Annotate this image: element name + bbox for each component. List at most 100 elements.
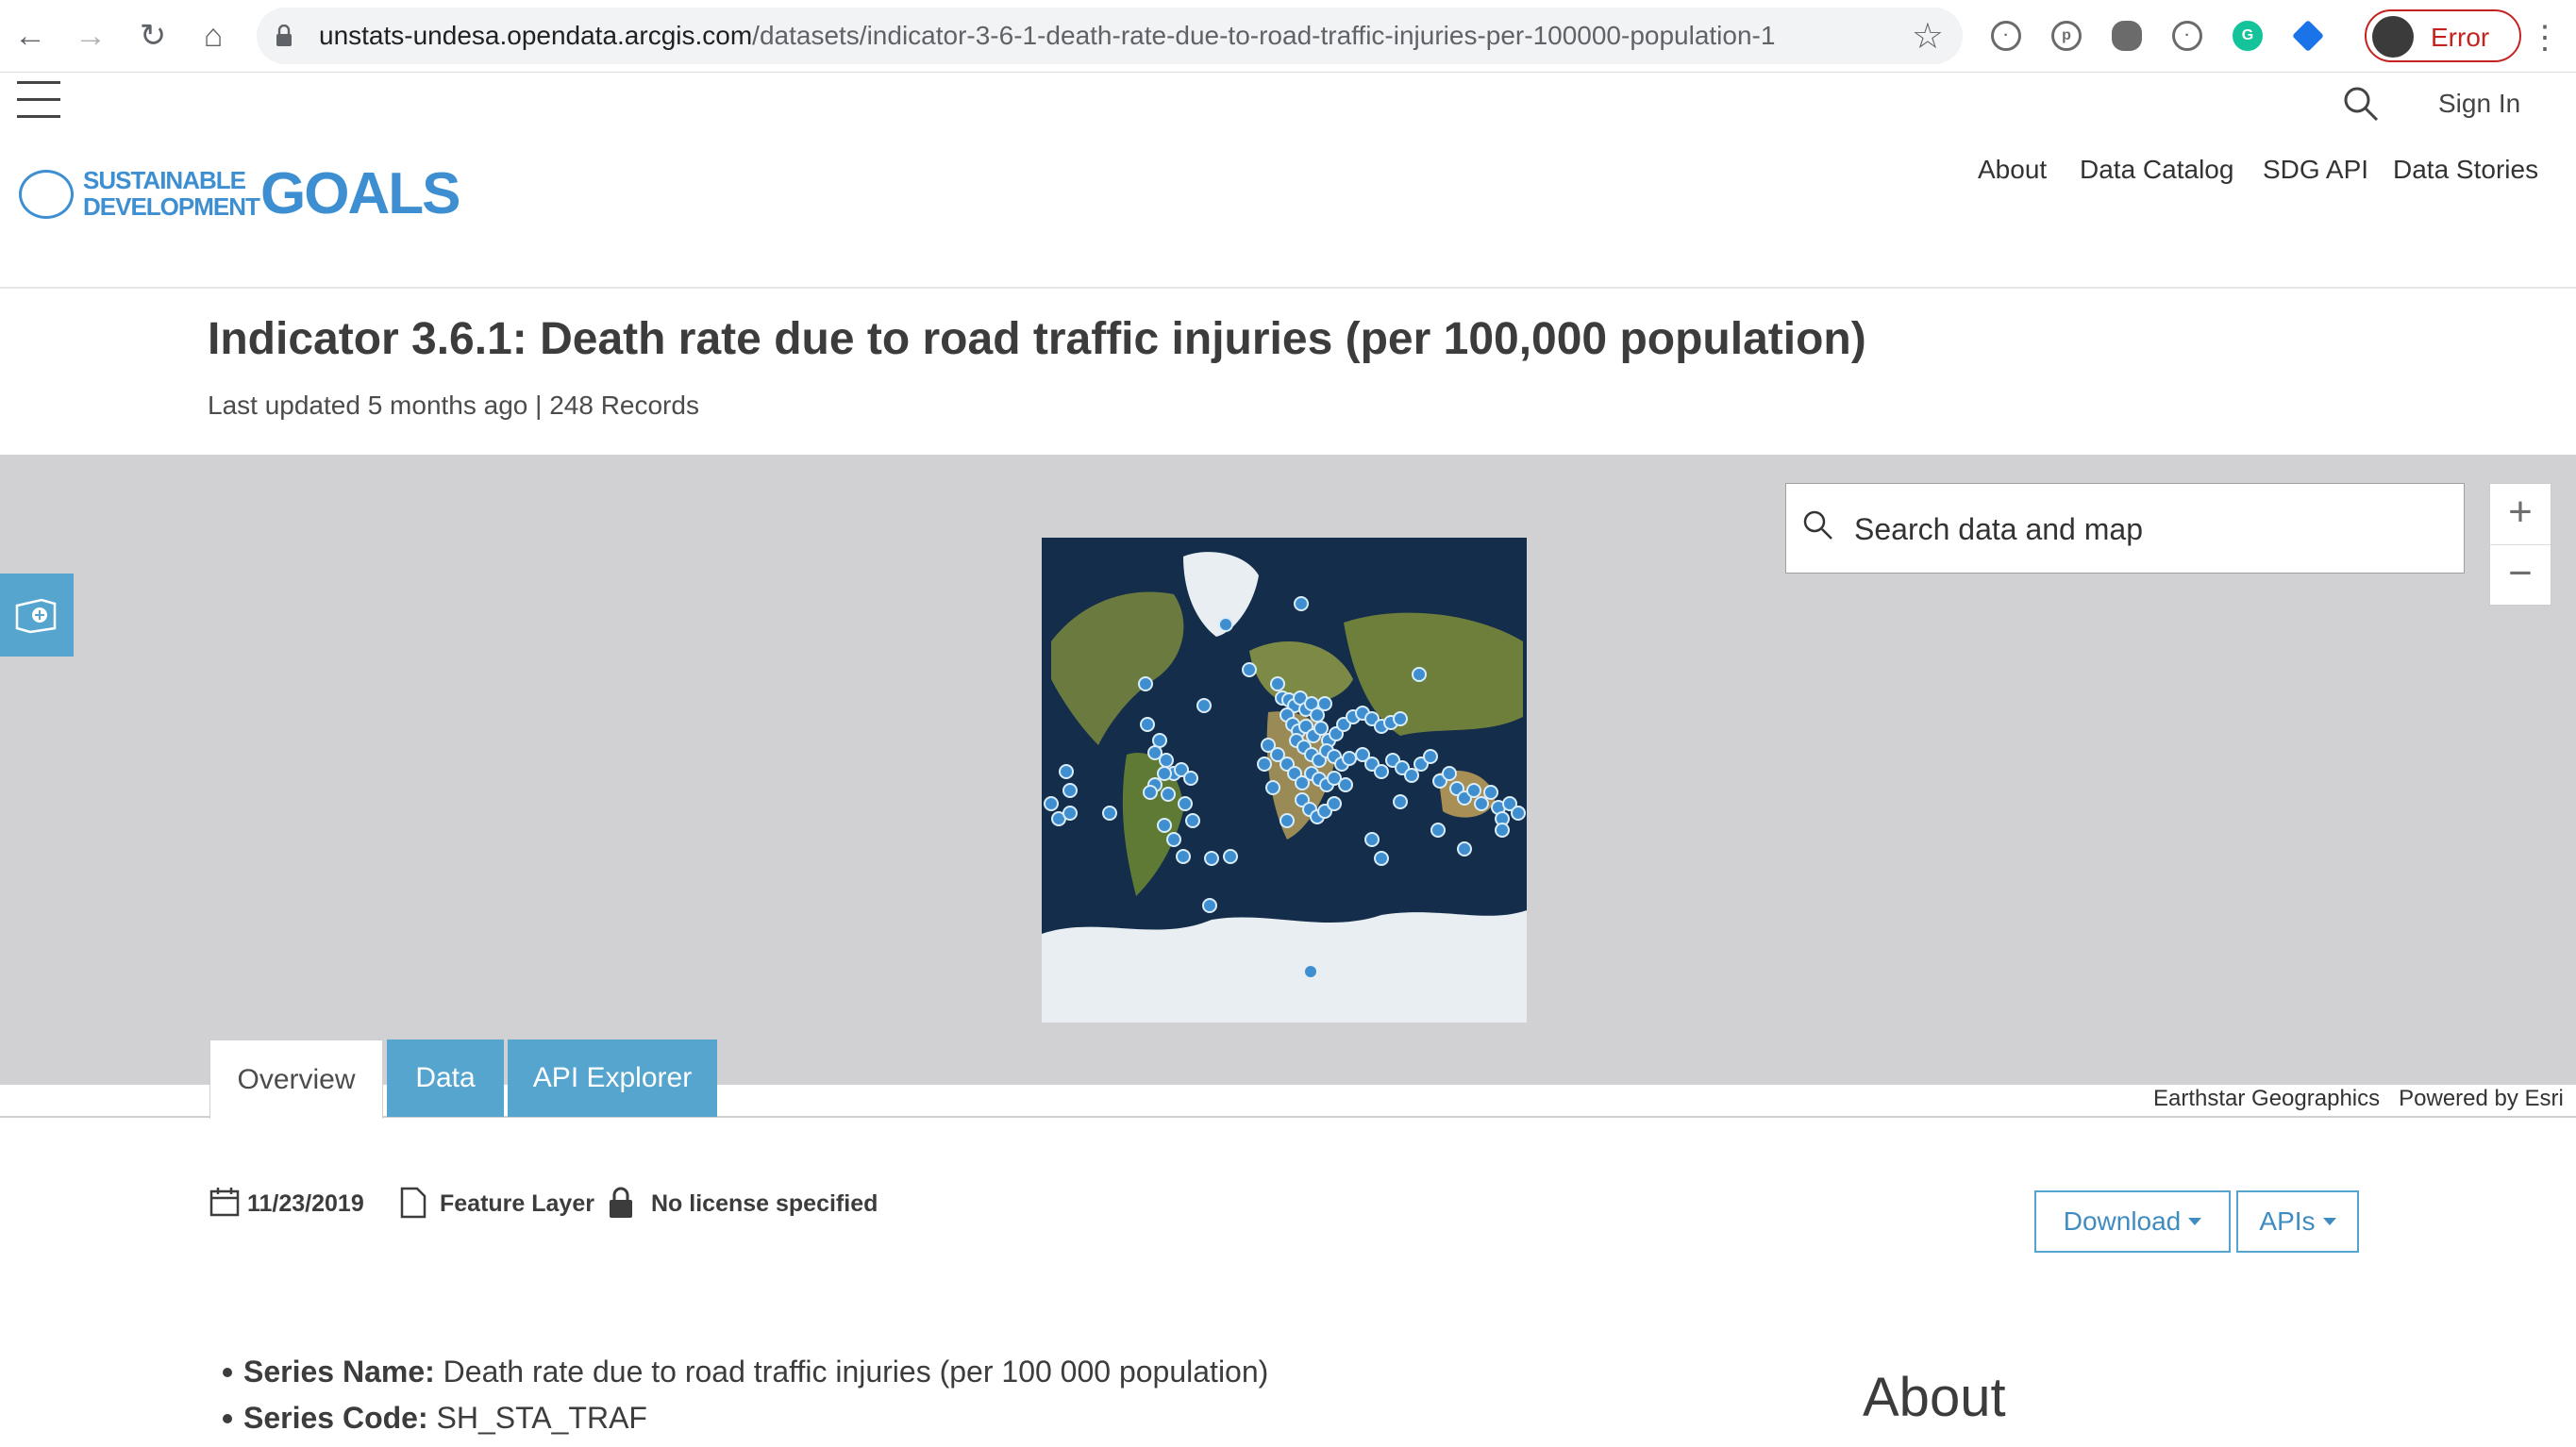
sdg-logo[interactable]: SUSTAINABLE DEVELOPMENT GOALS [19,164,462,225]
map-point[interactable] [1412,667,1427,682]
document-icon [400,1187,427,1219]
map-point[interactable] [1062,783,1078,798]
map-point[interactable] [1159,753,1174,768]
map-point[interactable] [1364,832,1380,847]
map-point[interactable] [1059,764,1074,779]
home-icon[interactable]: ⌂ [203,17,224,54]
search-icon [1803,510,1832,540]
map-point[interactable] [1374,851,1389,866]
calendar-icon [209,1188,240,1217]
map-point[interactable] [1393,711,1408,726]
sign-in-link[interactable]: Sign In [2438,89,2521,118]
map-point[interactable] [1223,849,1238,864]
extension-icon-1[interactable]: · [1991,21,2021,51]
attribution-earthstar: Earthstar Geographics [2153,1086,2381,1111]
download-button[interactable]: Download [2034,1190,2231,1253]
map-point[interactable] [1147,745,1163,760]
map-point[interactable] [1157,766,1172,781]
bookmark-star-icon[interactable]: ☆ [1911,17,1944,57]
map-point[interactable] [1202,898,1217,913]
extension-icon-2[interactable]: p [2051,21,2082,51]
map-point[interactable] [1313,721,1329,736]
apis-button[interactable]: APIs [2236,1190,2359,1253]
nav-data-stories[interactable]: Data Stories [2393,155,2539,184]
map-point[interactable] [1305,966,1316,977]
dataset-type: Feature Layer [440,1190,594,1217]
search-icon[interactable] [2342,85,2380,123]
reload-icon[interactable]: ↻ [139,18,167,54]
nav-data-catalog[interactable]: Data Catalog [2080,155,2234,184]
map-point[interactable] [1511,806,1526,821]
tab-api-explorer[interactable]: API Explorer [508,1040,717,1117]
map-point[interactable] [1218,617,1233,632]
map-point[interactable] [1310,707,1325,723]
map-point[interactable] [1393,794,1408,809]
page-title: Indicator 3.6.1: Death rate due to road … [208,314,1866,364]
map-point[interactable] [1457,841,1472,857]
map-point[interactable] [1242,662,1257,677]
map-point[interactable] [1466,783,1481,798]
address-bar[interactable]: unstats-undesa.opendata.arcgis.com/datas… [257,8,1963,64]
extension-icon-6[interactable] [2292,20,2324,52]
map-point[interactable] [1442,766,1457,781]
map-point[interactable] [1355,747,1370,762]
zoom-in-button[interactable]: + [2508,489,2533,535]
map-point[interactable] [1261,738,1276,753]
map-point[interactable] [1270,747,1285,762]
map-legend-button[interactable] [0,574,74,657]
zoom-out-button[interactable]: − [2508,550,2533,596]
map-point[interactable] [1423,749,1438,764]
map-point[interactable] [1430,823,1446,838]
map-point[interactable] [1174,762,1189,777]
map-point[interactable] [1270,676,1285,691]
map-point[interactable] [1062,806,1078,821]
map-point[interactable] [1327,796,1342,811]
forward-icon[interactable]: → [75,17,107,54]
map-point[interactable] [1280,813,1295,828]
map-point[interactable] [1327,771,1342,786]
list-item: Series Code: SH_STA_TRAF [222,1401,1268,1436]
map-point[interactable] [1157,818,1172,833]
map-point[interactable] [1404,768,1419,783]
world-map-thumbnail[interactable] [1042,538,1527,1023]
map-point[interactable] [1257,757,1272,772]
map-point[interactable] [1265,780,1280,795]
map-point[interactable] [1338,777,1353,792]
map-point[interactable] [1178,796,1193,811]
map-search-box[interactable]: Search data and map [1785,483,2465,574]
hamburger-menu-icon[interactable] [17,81,60,119]
map-point[interactable] [1143,785,1158,800]
back-icon[interactable]: ← [14,17,46,54]
extension-icon-4[interactable]: · [2172,21,2202,51]
nav-about[interactable]: About [1978,155,2048,184]
map-point[interactable] [1140,717,1155,732]
map-point[interactable] [1502,796,1517,811]
chrome-menu-icon[interactable]: ⋮ [2529,20,2561,56]
map-point[interactable] [1166,832,1181,847]
map-point[interactable] [1374,764,1389,779]
map-point[interactable] [1044,796,1059,811]
tab-overview[interactable]: Overview [209,1040,383,1119]
map-point[interactable] [1152,733,1167,748]
nav-sdg-api[interactable]: SDG API [2263,155,2369,184]
map-point[interactable] [1183,771,1198,786]
map-point[interactable] [1138,676,1153,691]
map-point[interactable] [1483,785,1498,800]
map-point[interactable] [1176,849,1191,864]
map-point[interactable] [1196,698,1212,713]
profile-error-button[interactable]: Error [2365,9,2521,62]
tab-data[interactable]: Data [387,1040,504,1117]
map-point[interactable] [1474,796,1489,811]
extension-icon-3[interactable] [2112,21,2142,51]
map-point[interactable] [1204,851,1219,866]
map-point[interactable] [1295,775,1310,790]
map-point[interactable] [1342,751,1357,766]
map-point[interactable] [1102,806,1117,821]
grammarly-icon[interactable]: G [2233,21,2263,51]
map-point[interactable] [1317,696,1332,711]
map-point[interactable] [1161,787,1176,802]
map-point[interactable] [1294,596,1309,611]
attribution-esri[interactable]: Powered by Esri [2399,1086,2564,1111]
map-point[interactable] [1185,813,1200,828]
map-point[interactable] [1495,823,1510,838]
